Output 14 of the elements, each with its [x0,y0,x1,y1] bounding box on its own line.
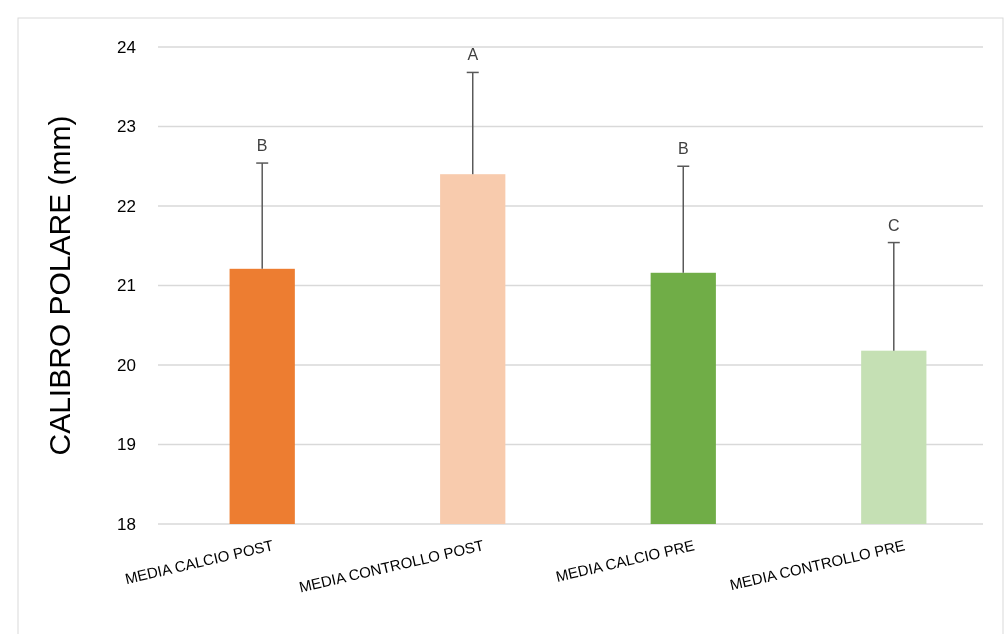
y-tick-label: 23 [117,117,136,136]
y-tick-label: 22 [117,196,136,216]
x-tick-label: MEDIA CALCIO PRE [554,536,696,585]
y-tick-label: 21 [117,276,136,295]
annotation: B [677,140,689,158]
annotation: B [256,137,268,155]
annotation: C [888,216,900,234]
y-tick-label: 19 [117,435,136,454]
y-axis-title: CALIBRO POLARE (mm) [43,115,76,456]
y-tick-label: 18 [117,514,136,534]
annotation: A [467,46,479,64]
y-tick-label: 24 [117,37,136,57]
y-tick-label: 20 [117,355,136,375]
x-tick-label: MEDIA CALCIO POST [123,536,275,588]
